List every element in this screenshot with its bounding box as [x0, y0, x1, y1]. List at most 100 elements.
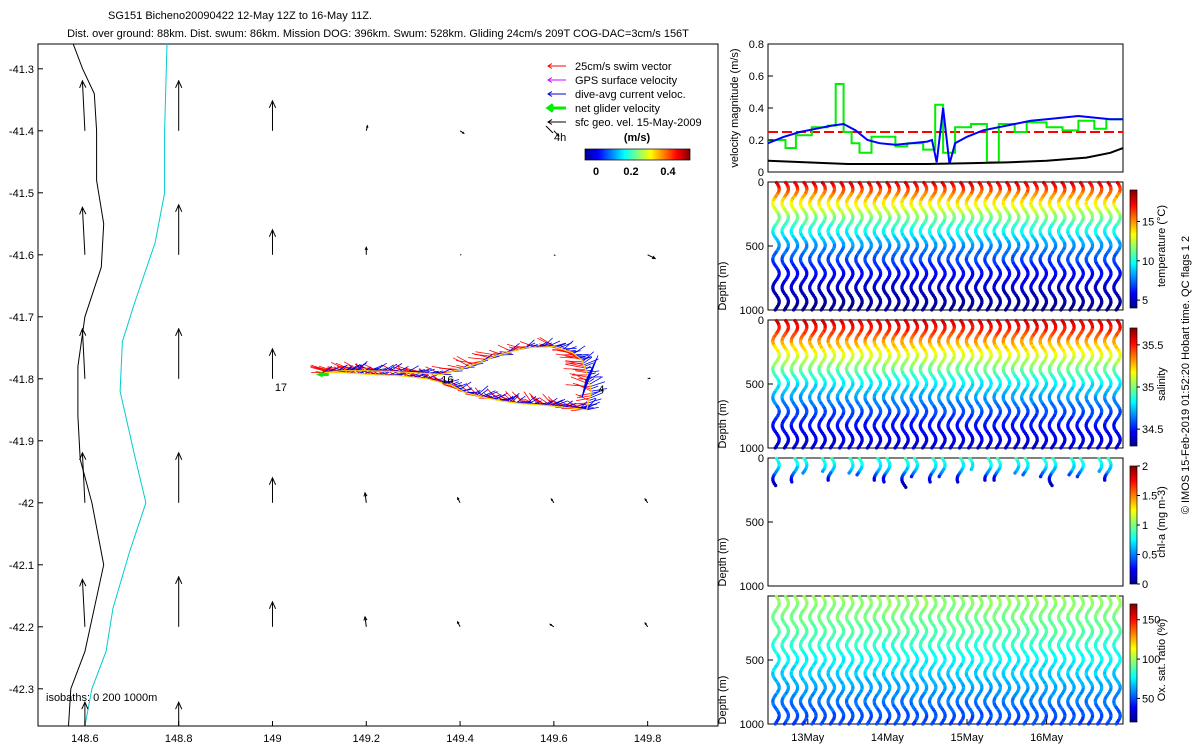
- swim-vector: [548, 399, 557, 407]
- current-vector: [590, 389, 604, 397]
- geo-vector: [268, 476, 277, 503]
- legend-entry-net-glider-velocity: net glider velocity: [545, 103, 660, 115]
- profile-sample: [1096, 308, 1100, 312]
- current-vector: [585, 365, 591, 370]
- geo-vector-head: [644, 622, 647, 625]
- geo-vector: [175, 575, 183, 627]
- profile-sample: [976, 308, 980, 312]
- current-vector: [565, 346, 577, 351]
- profile-sample: [985, 308, 989, 312]
- profile-sample: [957, 446, 962, 450]
- profile-sample: [838, 446, 842, 450]
- profile-sample: [893, 446, 897, 450]
- current-vector: [588, 373, 600, 380]
- profile-sample: [874, 308, 879, 312]
- geo-vector: [175, 700, 183, 726]
- geo-vector-head: [175, 451, 183, 461]
- velocity-ytick-label: 0: [758, 167, 764, 179]
- swim-vector: [554, 349, 574, 355]
- profile-sample: [828, 308, 833, 312]
- profile-sample: [1059, 308, 1063, 312]
- legend-colorbar-tick-0: 0: [593, 166, 599, 178]
- current-vector: [590, 381, 606, 387]
- swim-vector: [466, 384, 480, 397]
- current-vector: [588, 398, 602, 404]
- current-vector: [473, 391, 481, 396]
- geo-vector: [268, 600, 277, 627]
- current-vector: [407, 365, 419, 373]
- profile-sample: [782, 446, 787, 450]
- current-vector: [383, 364, 394, 372]
- current-vector: [581, 356, 592, 361]
- current-vector: [553, 342, 566, 347]
- map-isobaths: [68, 44, 168, 726]
- temperature-colorbar-label: temperature (°C): [1156, 205, 1168, 287]
- temperature-colorbar-tick-label: 10: [1142, 256, 1154, 268]
- profile-sample: [1105, 308, 1109, 312]
- profile-sample: [782, 308, 787, 312]
- swim-vector: [311, 364, 327, 373]
- geo-vector-shaft: [364, 492, 367, 503]
- current-vector: [525, 339, 535, 349]
- geo-vector-head: [268, 228, 277, 238]
- geo-vector: [553, 130, 560, 137]
- profile-sample: [967, 308, 971, 312]
- swim-vector: [555, 353, 579, 358]
- isobath-1000m: [84, 44, 168, 726]
- profile-sample: [1086, 308, 1091, 312]
- legend-label-gps-velocity: GPS surface velocity: [575, 75, 678, 87]
- velocity-ytick-label: 0.4: [749, 103, 764, 115]
- swim-vector: [331, 362, 349, 372]
- swim-vector: [474, 387, 484, 398]
- current-vector: [337, 365, 346, 372]
- current-vector: [570, 403, 586, 409]
- swim-vector: [569, 373, 588, 378]
- current-vector: [570, 350, 581, 353]
- geo-vector-shaft: [647, 254, 656, 259]
- current-vector: [483, 391, 498, 398]
- current-vector: [582, 351, 594, 363]
- profile-sample: [1049, 308, 1054, 312]
- geo-vector: [79, 327, 87, 379]
- geo-vector: [647, 377, 651, 380]
- profile-sample: [838, 308, 842, 312]
- profile-sample: [1068, 308, 1072, 312]
- map-geo-vectors: [79, 79, 657, 726]
- geo-vector: [550, 498, 555, 504]
- swim-vector: [565, 363, 586, 369]
- temperature-ytick-label: 0: [758, 177, 764, 189]
- temperature-profiles: [771, 180, 1122, 312]
- swim-vector: [566, 360, 584, 366]
- swim-vector: [576, 395, 591, 399]
- legend-label-dive-avg-current: dive-avg current veloc.: [575, 89, 686, 101]
- velocity-panel: 00.20.40.60.8 velocity magnitude (m/s): [729, 39, 1124, 179]
- geo-vector: [268, 228, 277, 255]
- profile-sample: [874, 446, 879, 450]
- velocity-ylabel: velocity magnitude (m/s): [729, 48, 741, 167]
- swim-vector: [439, 367, 459, 370]
- current-vector: [581, 355, 599, 398]
- geo-vector-head: [175, 327, 183, 337]
- legend-colorbar-tick-2: 0.4: [660, 166, 676, 178]
- map-xtick-label: 149.2: [353, 733, 381, 745]
- legend-scale-arrow-label: 4h: [554, 132, 566, 144]
- temperature-colorbar: [1129, 189, 1138, 309]
- current-vector: [541, 400, 553, 406]
- geo-vector-head: [268, 347, 277, 357]
- current-vector: [413, 369, 426, 373]
- geo-vector-head: [79, 79, 87, 89]
- map-xtick-label: 149.6: [540, 733, 568, 745]
- geo-vector: [549, 623, 555, 628]
- geo-vector-head: [268, 476, 277, 486]
- map-glider-track: [310, 337, 608, 412]
- legend-scale-arrow: [545, 125, 554, 134]
- current-vector: [507, 343, 520, 353]
- current-vector: [416, 368, 432, 374]
- geo-vector-shaft: [81, 80, 86, 131]
- legend-label-swim-vector: 25cm/s swim vector: [575, 61, 672, 73]
- geo-vector: [644, 622, 649, 628]
- profile-sample: [819, 446, 823, 450]
- velocity-axis-ticks: 00.20.40.60.8: [749, 39, 773, 179]
- swim-vector: [575, 370, 587, 373]
